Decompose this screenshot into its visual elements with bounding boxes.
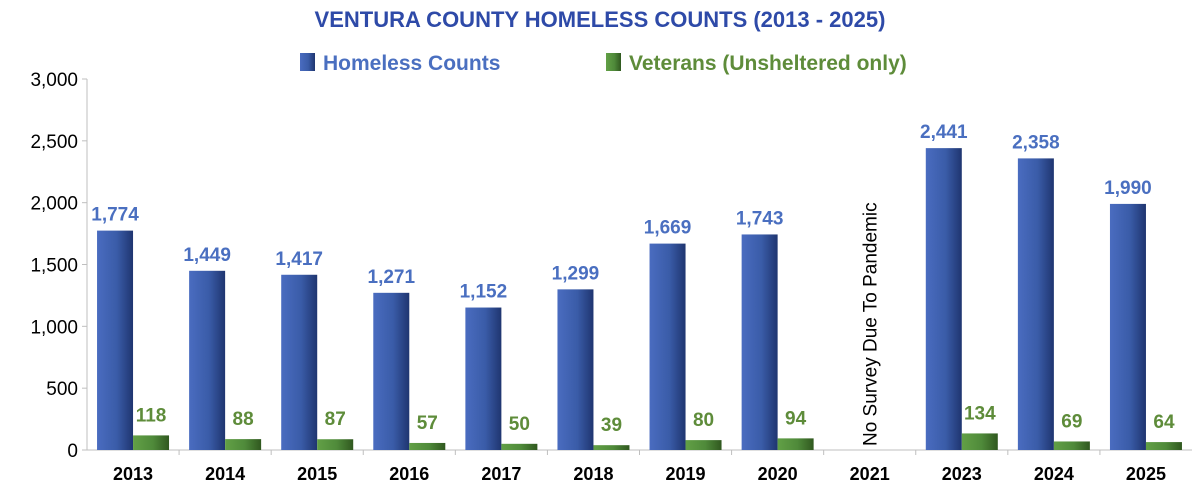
data-label-veterans-2019: 80 — [693, 410, 714, 431]
x-tick-label: 2014 — [205, 464, 245, 484]
y-tick-label: 3,000 — [30, 70, 78, 91]
legend-swatch-homeless-counts — [300, 53, 315, 71]
data-label-veterans-2023: 134 — [964, 403, 996, 424]
y-tick-label: 1,000 — [30, 317, 78, 338]
annotations: No Survey Due To Pandemic — [861, 202, 882, 446]
x-tick-label: 2018 — [573, 464, 613, 484]
data-label-homeless-counts-2024: 2,358 — [1012, 132, 1060, 153]
bar-veterans-2015 — [317, 439, 354, 450]
data-label-veterans-2024: 69 — [1061, 411, 1082, 432]
annotation-no-survey: No Survey Due To Pandemic — [861, 202, 882, 446]
x-tick-label: 2023 — [942, 464, 982, 484]
x-tick-label: 2024 — [1034, 464, 1074, 484]
data-label-homeless-counts-2025: 1,990 — [1104, 178, 1152, 199]
data-label-veterans-2018: 39 — [601, 415, 622, 436]
x-tick-label: 2025 — [1126, 464, 1166, 484]
data-label-homeless-counts-2017: 1,152 — [460, 282, 508, 303]
bar-homeless-counts-2020 — [741, 234, 778, 450]
x-tick-label: 2015 — [297, 464, 337, 484]
legend-label-homeless-counts: Homeless Counts — [323, 52, 500, 75]
data-label-veterans-2020: 94 — [785, 408, 807, 429]
x-tick-label: 2021 — [850, 464, 890, 484]
bar-homeless-counts-2015 — [281, 274, 318, 450]
bar-veterans-2025 — [1145, 442, 1182, 450]
data-label-veterans-2016: 57 — [417, 413, 438, 434]
x-tick-label: 2019 — [666, 464, 706, 484]
data-label-homeless-counts-2018: 1,299 — [552, 263, 600, 284]
x-tick-label: 2017 — [481, 464, 521, 484]
legend-swatch-veterans — [606, 53, 621, 71]
x-axis-ticks: 2013 2014 2015 2016 2017 2018 2019 2020 2021 2023… — [113, 450, 1166, 484]
data-label-veterans-2015: 87 — [325, 409, 346, 430]
data-label-veterans-2025: 64 — [1153, 412, 1175, 433]
data-label-homeless-counts-2023: 2,441 — [920, 122, 968, 143]
bar-veterans-2016 — [409, 442, 446, 450]
y-tick-label: 1,500 — [30, 256, 78, 277]
bar-veterans-2024 — [1053, 441, 1090, 450]
bar-veterans-2020 — [777, 438, 814, 450]
bar-homeless-counts-2016 — [373, 292, 410, 450]
chart-title: VENTURA COUNTY HOMELESS COUNTS (2013 - 2… — [315, 7, 886, 32]
y-tick-label: 2,000 — [30, 194, 78, 215]
data-label-veterans-2014: 88 — [233, 409, 254, 430]
data-label-homeless-counts-2019: 1,669 — [644, 218, 692, 239]
legend: Homeless Counts Veterans (Unsheltered on… — [300, 52, 907, 75]
bar-veterans-2014 — [225, 439, 262, 450]
data-labels: 1,774 118 1,449 88 1,417 87 1,271 57 1,152 50 1,29… — [91, 122, 1175, 436]
data-label-homeless-counts-2014: 1,449 — [183, 245, 231, 266]
data-label-homeless-counts-2016: 1,271 — [368, 267, 416, 288]
bar-homeless-counts-2013 — [97, 230, 134, 450]
x-tick-label: 2016 — [389, 464, 429, 484]
bar-homeless-counts-2023 — [925, 148, 962, 450]
bar-homeless-counts-2017 — [465, 307, 502, 450]
bar-homeless-counts-2018 — [557, 289, 594, 450]
bar-homeless-counts-2014 — [189, 270, 226, 450]
y-tick-label: 0 — [67, 441, 78, 462]
bar-veterans-2017 — [501, 443, 538, 450]
y-axis-ticks: 0 500 1,000 1,500 2,000 2,500 3,000 — [30, 70, 87, 462]
x-tick-label: 2013 — [113, 464, 153, 484]
bar-homeless-counts-2025 — [1109, 203, 1146, 450]
data-label-veterans-2013: 118 — [136, 405, 167, 426]
bar-veterans-2019 — [685, 440, 722, 450]
bar-homeless-counts-2019 — [649, 243, 686, 450]
bar-homeless-counts-2024 — [1017, 158, 1054, 451]
y-tick-label: 2,500 — [30, 132, 78, 153]
bar-veterans-2018 — [593, 445, 630, 450]
data-label-homeless-counts-2015: 1,417 — [275, 249, 323, 270]
data-label-veterans-2017: 50 — [509, 414, 530, 435]
bar-veterans-2023 — [961, 433, 998, 450]
data-label-homeless-counts-2013: 1,774 — [91, 205, 139, 226]
bars — [97, 148, 1182, 451]
data-label-homeless-counts-2020: 1,743 — [736, 208, 784, 229]
bar-veterans-2013 — [133, 435, 170, 450]
x-tick-label: 2020 — [758, 464, 798, 484]
y-tick-label: 500 — [46, 379, 78, 400]
legend-label-veterans: Veterans (Unsheltered only) — [629, 52, 907, 75]
